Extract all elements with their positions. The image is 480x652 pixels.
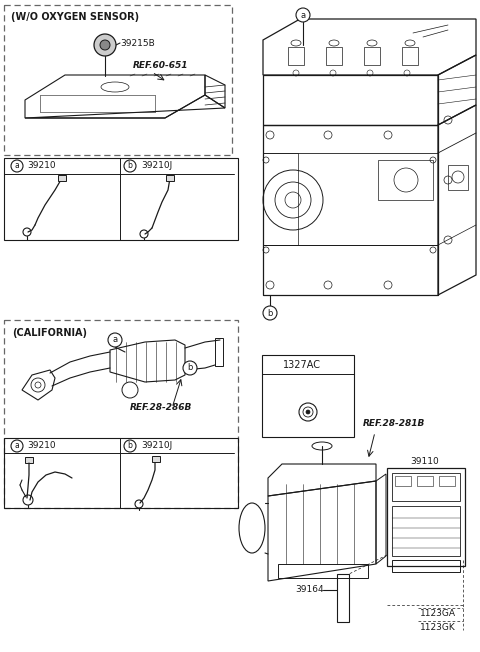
Circle shape: [296, 8, 310, 22]
Bar: [25, 457, 33, 463]
Text: 1123GK: 1123GK: [420, 623, 456, 632]
Circle shape: [306, 410, 310, 414]
Text: REF.60-651: REF.60-651: [133, 61, 189, 70]
Text: 1327AC: 1327AC: [283, 360, 321, 370]
Circle shape: [11, 160, 23, 172]
Text: a: a: [14, 441, 19, 451]
Bar: [166, 175, 174, 181]
Text: a: a: [112, 336, 118, 344]
Bar: [4, 320, 238, 508]
Bar: [58, 175, 66, 181]
Bar: [278, 564, 368, 578]
Text: b: b: [267, 308, 273, 318]
Bar: [402, 47, 418, 65]
Bar: [4, 438, 238, 508]
Bar: [364, 47, 380, 65]
Circle shape: [124, 160, 136, 172]
Text: REF.28-281B: REF.28-281B: [363, 419, 425, 428]
Text: 39210J: 39210J: [141, 441, 172, 451]
Circle shape: [108, 333, 122, 347]
Bar: [395, 476, 411, 486]
Circle shape: [183, 361, 197, 375]
Text: 39215B: 39215B: [120, 38, 155, 48]
Text: b: b: [128, 441, 132, 451]
Text: REF.28-286B: REF.28-286B: [130, 404, 192, 413]
Circle shape: [11, 440, 23, 452]
Circle shape: [94, 34, 116, 56]
Text: 39210: 39210: [27, 441, 56, 451]
Bar: [392, 506, 460, 556]
Bar: [439, 476, 455, 486]
Bar: [448, 165, 468, 190]
Text: 39110: 39110: [410, 458, 439, 466]
Bar: [337, 574, 349, 622]
Bar: [288, 47, 304, 65]
Bar: [387, 468, 465, 566]
Text: 39210J: 39210J: [141, 162, 172, 171]
Circle shape: [100, 40, 110, 50]
Bar: [262, 355, 354, 437]
Text: (CALIFORNIA): (CALIFORNIA): [12, 328, 87, 338]
Bar: [417, 476, 433, 486]
Bar: [326, 47, 342, 65]
Bar: [392, 473, 460, 501]
Bar: [152, 456, 160, 462]
Text: b: b: [187, 364, 192, 372]
Text: 39164: 39164: [295, 585, 324, 595]
Text: (W/O OXYGEN SENSOR): (W/O OXYGEN SENSOR): [11, 12, 139, 22]
Bar: [378, 160, 433, 200]
Bar: [4, 158, 238, 240]
Bar: [4, 5, 232, 155]
Text: b: b: [128, 162, 132, 171]
Bar: [392, 560, 460, 572]
Text: a: a: [300, 10, 306, 20]
Text: a: a: [14, 162, 19, 171]
Circle shape: [124, 440, 136, 452]
Text: 1123GA: 1123GA: [420, 610, 456, 619]
Bar: [215, 338, 223, 366]
Circle shape: [263, 306, 277, 320]
Text: 39210: 39210: [27, 162, 56, 171]
